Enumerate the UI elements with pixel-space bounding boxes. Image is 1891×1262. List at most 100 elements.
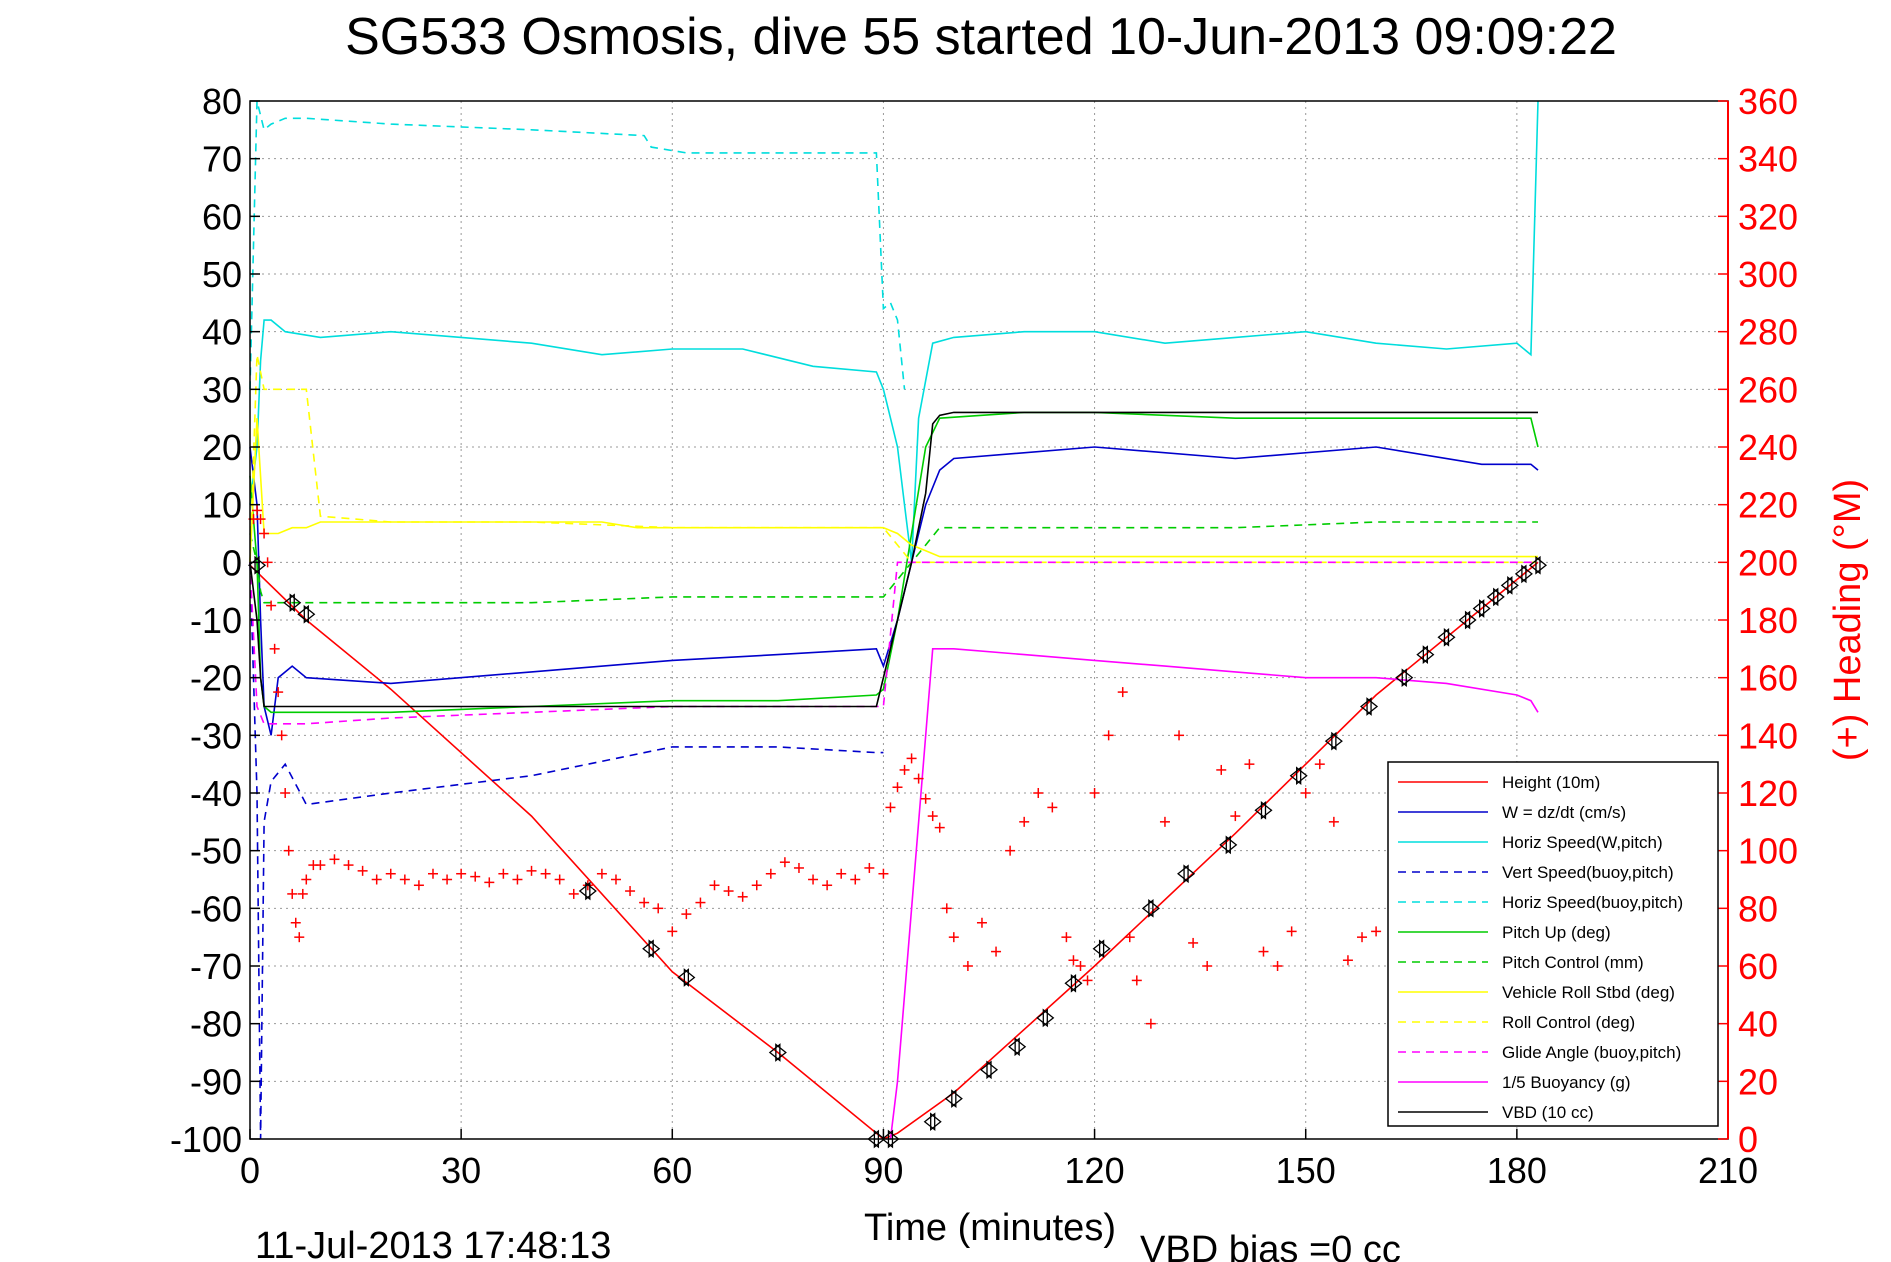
heading-point [892, 782, 903, 793]
heading-point [1145, 1018, 1156, 1029]
heading-point [1061, 932, 1072, 943]
height-marker [1254, 800, 1273, 820]
heading-point [290, 917, 301, 928]
height-marker [1092, 939, 1111, 959]
heading-point [1357, 932, 1368, 943]
heading-point [399, 874, 410, 885]
heading-point [596, 868, 607, 879]
right-y-tick-label: 260 [1738, 369, 1798, 410]
right-y-tick-label: 20 [1738, 1061, 1778, 1102]
legend-entry: 1/5 Buoyancy (g) [1398, 1073, 1631, 1092]
series-line-6 [249, 521, 1538, 604]
right-y-tick-label: 160 [1738, 658, 1798, 699]
heading-point [1019, 816, 1030, 827]
y-tick-label: 50 [202, 254, 242, 295]
heading-point [885, 802, 896, 813]
x-tick-label: 90 [863, 1150, 903, 1191]
height-marker [1416, 645, 1435, 664]
heading-point [751, 880, 762, 891]
heading-point [927, 811, 938, 822]
legend-label: W = dz/dt (cm/s) [1502, 803, 1626, 822]
heading-point [878, 868, 889, 879]
legend-label: Glide Angle (buoy,pitch) [1502, 1043, 1681, 1062]
heading-point [610, 874, 621, 885]
heading-point [991, 946, 1002, 957]
height-markers [247, 555, 1548, 1149]
right-y-tick-label: 60 [1738, 946, 1778, 987]
heading-point [276, 730, 287, 741]
legend-label: VBD (10 cc) [1502, 1103, 1594, 1122]
height-marker [1036, 1008, 1055, 1028]
height-marker [1395, 668, 1414, 688]
heading-point [1075, 961, 1086, 971]
legend-entry: W = dz/dt (cm/s) [1398, 803, 1626, 822]
heading-point [1342, 955, 1353, 966]
series-line-4 [249, 100, 906, 390]
right-y-tick-label: 140 [1738, 715, 1798, 756]
heading-point [1124, 932, 1135, 943]
heading-point [709, 880, 720, 891]
legend-entry: Pitch Up (deg) [1398, 923, 1611, 942]
heading-point [385, 868, 396, 879]
heading-point [484, 877, 495, 888]
height-marker [283, 593, 302, 613]
heading-point [1328, 816, 1339, 827]
height-marker [768, 1043, 787, 1062]
heading-point [442, 874, 453, 885]
series-line-3 [249, 562, 884, 1140]
heading-point [667, 926, 678, 937]
y-tick-label: 10 [202, 485, 242, 526]
height-marker [297, 604, 316, 624]
x-tick-label: 180 [1487, 1150, 1547, 1191]
legend-entry: Roll Control (deg) [1398, 1013, 1635, 1032]
height-marker [1360, 697, 1379, 716]
legend-entry: Height (10m) [1398, 773, 1600, 792]
x-tick-label: 0 [240, 1150, 260, 1191]
series-line-2 [249, 100, 1539, 563]
height-marker [923, 1112, 942, 1132]
legend-entry: Pitch Control (mm) [1398, 953, 1644, 972]
y-axis-ticks: 80 70 60 50 40 30 20 10 0 -10 -20 -30 -40 -50 -60 -70 -8… [170, 81, 260, 1160]
heading-point [512, 874, 523, 885]
heading-point [280, 788, 291, 798]
legend-label: Horiz Speed(buoy,pitch) [1502, 893, 1683, 912]
heading-point [357, 865, 368, 876]
heading-point [1159, 816, 1170, 827]
heading-point [1286, 926, 1297, 937]
heading-point [695, 897, 706, 908]
x-axis-label: Time (minutes) [864, 1207, 1116, 1249]
series-line-7 [249, 418, 1538, 563]
y-tick-label: -10 [190, 600, 242, 641]
legend-label: Horiz Speed(W,pitch) [1502, 833, 1663, 852]
x-tick-label: 60 [652, 1150, 692, 1191]
legend-label: Vehicle Roll Stbd (deg) [1502, 983, 1675, 1002]
heading-point [1230, 811, 1241, 822]
heading-point [1188, 937, 1199, 948]
heading-point [1089, 788, 1100, 798]
legend-label: Height (10m) [1502, 773, 1600, 792]
height-marker [1141, 898, 1160, 918]
legend-entry: Horiz Speed(W,pitch) [1398, 833, 1663, 852]
height-marker [1486, 587, 1505, 607]
y-tick-label: -40 [190, 773, 242, 814]
heading-point [269, 643, 280, 654]
y-tick-label: 0 [222, 542, 242, 583]
heading-point [948, 932, 959, 943]
heading-point [822, 880, 833, 891]
legend-label: Pitch Up (deg) [1502, 923, 1611, 942]
heading-point [793, 862, 804, 873]
height-marker [578, 881, 597, 901]
height-marker [1458, 610, 1477, 630]
height-marker [1514, 564, 1533, 584]
right-y-tick-label: 240 [1738, 427, 1798, 468]
right-y-tick-label: 120 [1738, 773, 1798, 814]
heading-point [808, 874, 819, 885]
y-tick-label: 20 [202, 427, 242, 468]
heading-point [653, 903, 664, 914]
right-y-tick-label: 220 [1738, 485, 1798, 526]
heading-point [765, 868, 776, 879]
heading-point [413, 880, 424, 891]
heading-point [779, 857, 790, 868]
heading-point [259, 528, 270, 539]
